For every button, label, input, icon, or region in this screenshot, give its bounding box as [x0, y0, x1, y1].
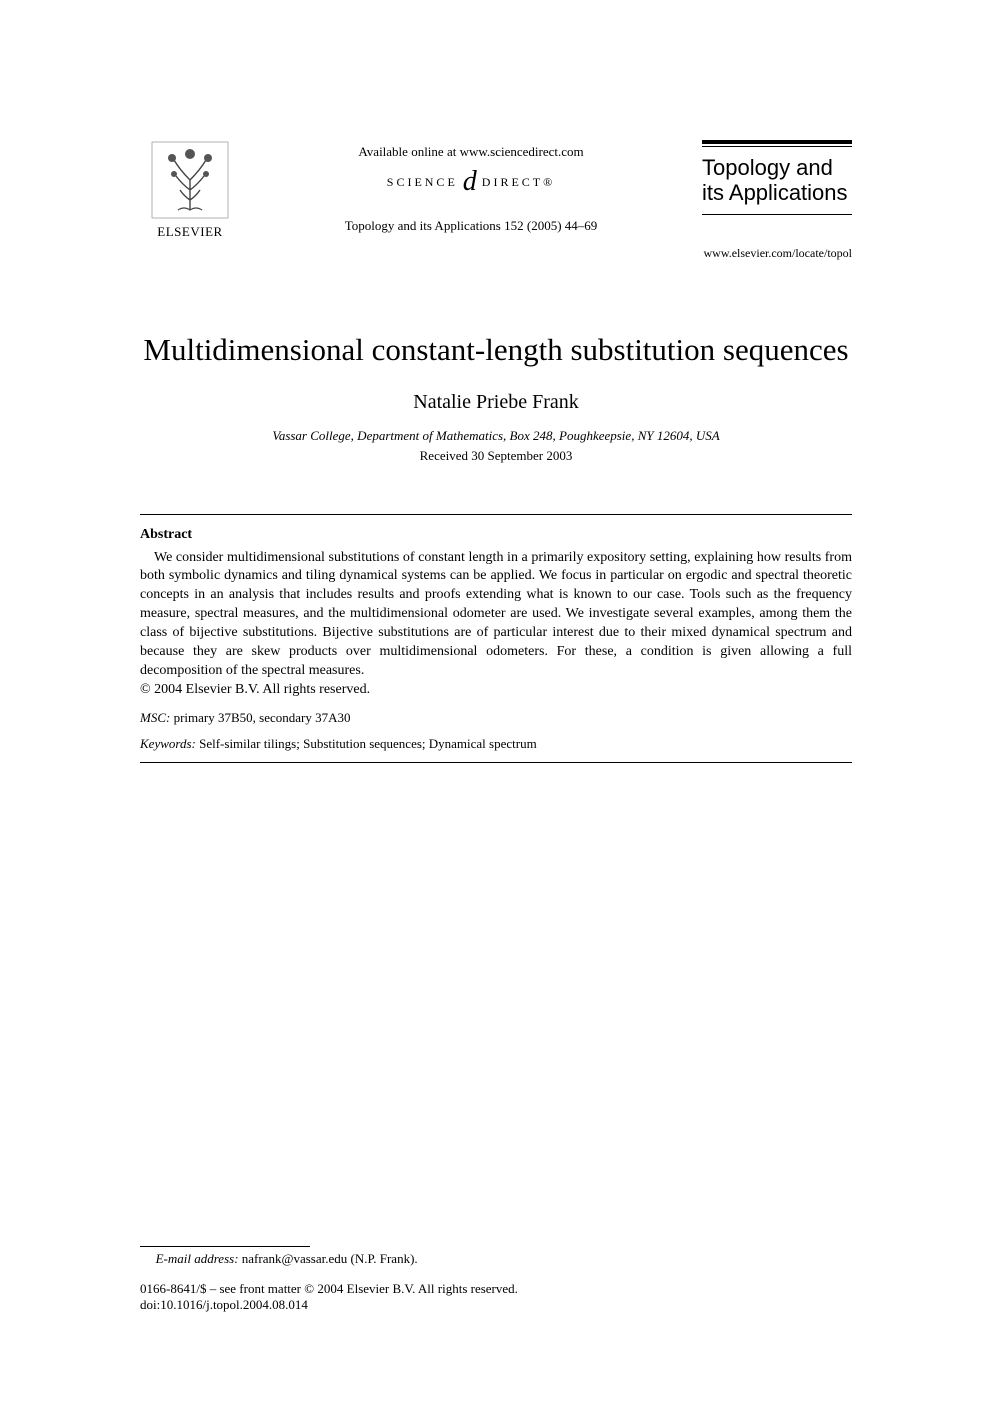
- msc-line: MSC: primary 37B50, secondary 37A30: [140, 710, 852, 726]
- abstract-heading: Abstract: [140, 527, 852, 543]
- sd-left: SCIENCE: [387, 175, 458, 190]
- email-label: E-mail address:: [156, 1251, 239, 1266]
- keywords-label: Keywords:: [140, 736, 196, 751]
- abstract-text: We consider multidimensional substitutio…: [140, 550, 852, 678]
- journal-title-block: Topology and its Applications: [702, 140, 852, 215]
- citation-line: Topology and its Applications 152 (2005)…: [240, 218, 702, 234]
- page: ELSEVIER Available online at www.science…: [0, 0, 992, 1403]
- sd-d-icon: d: [463, 166, 477, 198]
- journal-title: Topology and its Applications: [702, 155, 852, 206]
- publisher-logo-block: ELSEVIER: [140, 140, 240, 240]
- journal-rule-bottom: [702, 214, 852, 215]
- abstract-copyright: © 2004 Elsevier B.V. All rights reserved…: [140, 682, 370, 697]
- author-affiliation: Vassar College, Department of Mathematic…: [140, 428, 852, 444]
- abstract-body: We consider multidimensional substitutio…: [140, 549, 852, 700]
- publisher-name: ELSEVIER: [157, 224, 222, 240]
- sd-right: DIRECT®: [482, 175, 555, 190]
- doi-line: doi:10.1016/j.topol.2004.08.014: [140, 1297, 852, 1313]
- keywords-text: Self-similar tilings; Substitution seque…: [199, 736, 537, 751]
- journal-rule-thick: [702, 140, 852, 144]
- journal-url: www.elsevier.com/locate/topol: [140, 246, 852, 261]
- footer: E-mail address: nafrank@vassar.edu (N.P.…: [140, 1246, 852, 1313]
- available-online-text: Available online at www.sciencedirect.co…: [240, 144, 702, 160]
- received-date: Received 30 September 2003: [140, 448, 852, 464]
- author-name: Natalie Priebe Frank: [140, 391, 852, 414]
- msc-codes: primary 37B50, secondary 37A30: [174, 710, 351, 725]
- footnote-rule: [140, 1246, 310, 1247]
- abstract-top-rule: [140, 514, 852, 515]
- header: ELSEVIER Available online at www.science…: [140, 140, 852, 240]
- article-title: Multidimensional constant-length substit…: [140, 331, 852, 370]
- elsevier-tree-icon: [150, 140, 230, 220]
- sciencedirect-logo: SCIENCE d DIRECT®: [240, 166, 702, 198]
- journal-rule-thin: [702, 146, 852, 147]
- msc-label: MSC:: [140, 710, 170, 725]
- header-center: Available online at www.sciencedirect.co…: [240, 140, 702, 234]
- issn-line: 0166-8641/$ – see front matter © 2004 El…: [140, 1281, 852, 1297]
- keywords-line: Keywords: Self-similar tilings; Substitu…: [140, 736, 852, 752]
- email-line: E-mail address: nafrank@vassar.edu (N.P.…: [140, 1251, 852, 1267]
- email-address: nafrank@vassar.edu (N.P. Frank).: [242, 1251, 418, 1266]
- abstract-bottom-rule: [140, 762, 852, 763]
